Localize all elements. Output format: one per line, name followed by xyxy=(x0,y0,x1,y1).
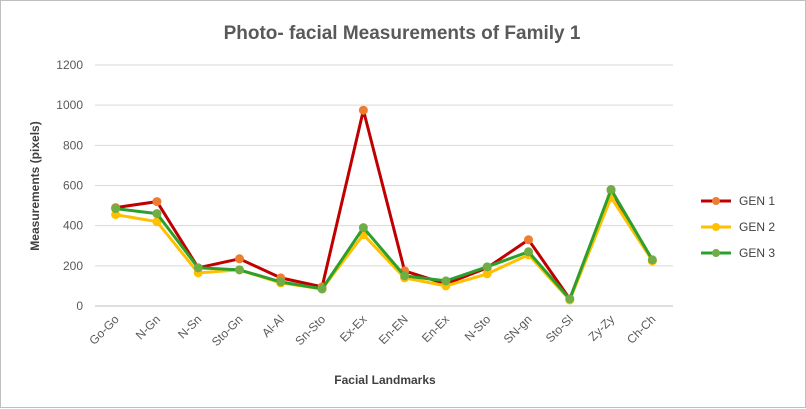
legend-label: GEN 1 xyxy=(739,194,775,208)
x-tick-label: Zy-Zy xyxy=(586,312,618,344)
series-line xyxy=(115,188,654,301)
data-point xyxy=(647,255,657,265)
data-point xyxy=(606,185,616,195)
x-tick-label: Ex-Ex xyxy=(337,312,370,345)
x-tick-label: SN-gn xyxy=(501,312,535,346)
data-point xyxy=(152,209,162,219)
legend-swatch-marker xyxy=(712,223,720,231)
data-point xyxy=(111,204,121,214)
x-tick-label: N-Sn xyxy=(175,312,204,341)
x-axis-ticks: Go-Go N-Gn N-Sn Sto-Gn Al-Al Sn-Sto Ex-Ex En-EN… xyxy=(86,312,658,349)
data-point xyxy=(358,105,368,115)
x-tick-label: Sto-Gn xyxy=(209,312,246,349)
x-tick-label: N-Sto xyxy=(462,312,494,344)
legend-label: GEN 3 xyxy=(739,246,775,260)
legend: GEN 1 GEN 2 GEN 3 xyxy=(701,194,775,260)
x-tick-label: En-Ex xyxy=(419,312,452,345)
legend-swatch-marker xyxy=(712,249,720,257)
legend-item: GEN 3 xyxy=(701,246,775,260)
series-1 xyxy=(111,105,657,304)
y-axis-ticks: 0 200 400 600 800 1000 1200 xyxy=(56,58,83,313)
x-tick-label: N-Gn xyxy=(133,312,163,342)
data-point xyxy=(565,294,575,304)
y-axis-title: Measurements (pixels) xyxy=(28,121,42,250)
data-point xyxy=(524,235,533,245)
x-tick-label: Ch-Ch xyxy=(624,312,658,346)
y-tick-label: 1200 xyxy=(56,58,83,72)
legend-swatch-marker xyxy=(712,197,720,205)
series-3 xyxy=(111,185,657,304)
data-point xyxy=(358,223,368,233)
x-tick-label: Go-Go xyxy=(86,312,122,348)
data-point xyxy=(524,247,533,257)
legend-label: GEN 2 xyxy=(739,220,775,234)
x-tick-label: Al-Al xyxy=(259,312,287,340)
x-tick-label: En-EN xyxy=(376,312,411,347)
data-point xyxy=(152,197,162,207)
y-tick-label: 0 xyxy=(76,299,83,313)
legend-item: GEN 1 xyxy=(701,194,775,208)
x-tick-label: Sn-Sto xyxy=(292,312,328,348)
y-tick-label: 600 xyxy=(63,179,83,193)
data-point xyxy=(193,263,203,273)
data-point xyxy=(482,262,492,272)
data-point xyxy=(400,271,410,281)
data-point xyxy=(441,276,451,286)
data-point xyxy=(235,265,244,275)
x-axis-title: Facial Landmarks xyxy=(334,373,436,387)
y-tick-label: 200 xyxy=(63,259,83,273)
y-tick-label: 800 xyxy=(63,138,83,152)
chart-title: Photo- facial Measurements of Family 1 xyxy=(224,23,581,44)
y-tick-label: 1000 xyxy=(56,98,83,112)
series-group xyxy=(111,105,657,305)
data-point xyxy=(276,277,286,287)
data-point xyxy=(317,284,327,294)
legend-item: GEN 2 xyxy=(701,220,775,234)
x-tick-label: Sto-Sl xyxy=(543,312,576,345)
data-point xyxy=(235,254,244,264)
y-tick-label: 400 xyxy=(63,219,83,233)
series-line xyxy=(115,196,654,302)
